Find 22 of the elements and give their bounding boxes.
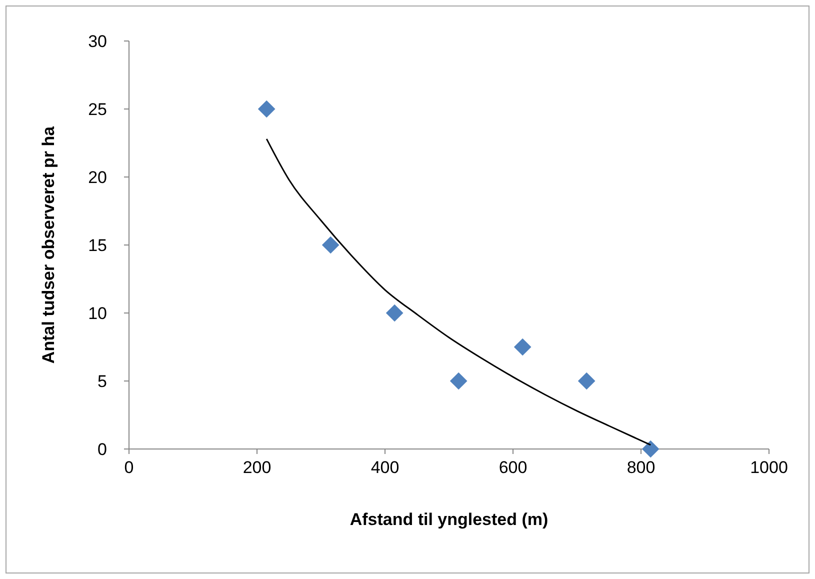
x-tick-label: 600: [498, 458, 528, 477]
x-axis-title: Afstand til ynglested (m): [350, 510, 548, 529]
x-tick-label: 1000: [750, 458, 788, 477]
point: [386, 304, 404, 322]
y-tick-label: 25: [88, 100, 107, 119]
point: [642, 440, 660, 458]
x-tick-label: 400: [370, 458, 400, 477]
x-tick-label: 200: [242, 458, 272, 477]
point: [322, 236, 340, 254]
x-tick-label: 800: [626, 458, 656, 477]
y-tick-label: 0: [98, 440, 107, 459]
point: [450, 372, 468, 390]
y-tick-label: 5: [98, 372, 107, 391]
point: [514, 338, 532, 356]
point: [258, 100, 276, 118]
x-tick-label: 0: [124, 458, 134, 477]
y-tick-label: 10: [88, 304, 107, 323]
point: [578, 372, 596, 390]
y-axis-title: Antal tudser observeret pr ha: [39, 126, 58, 364]
y-tick-label: 20: [88, 168, 107, 187]
y-tick-label: 30: [88, 32, 107, 51]
y-tick-label: 15: [88, 236, 107, 255]
